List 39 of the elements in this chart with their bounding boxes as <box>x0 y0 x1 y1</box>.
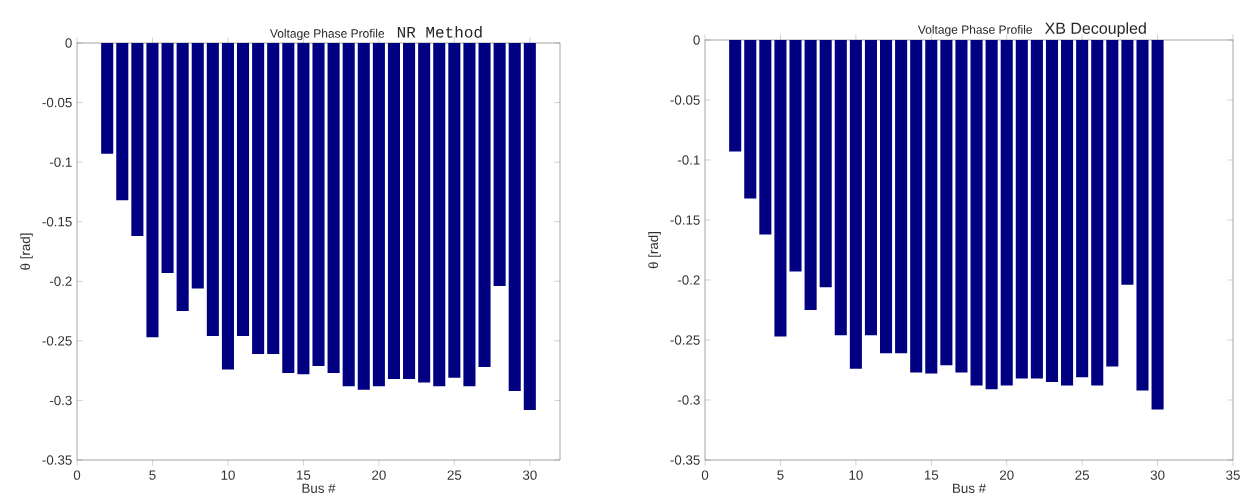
y-tick-label: -0.3 <box>49 395 72 406</box>
chart-subtitle: NR Method <box>397 25 482 38</box>
x-tick-label: 0 <box>701 470 709 480</box>
x-tick-label: 25 <box>1075 470 1090 480</box>
x-tick-label: 10 <box>849 470 863 480</box>
x-tick-label: 5 <box>149 470 156 480</box>
x-tick-label: 15 <box>297 470 311 480</box>
y-tick-label: -0.15 <box>670 215 700 225</box>
y-axis-title: θ [rad] <box>648 232 661 269</box>
chart-title: Voltage Phase Profile <box>917 25 1033 37</box>
x-tick-label: 20 <box>999 470 1014 480</box>
y-tick-label: -0.25 <box>670 335 700 345</box>
y-tick-label: 0 <box>65 38 72 48</box>
x-tick-label: 0 <box>73 470 81 480</box>
y-tick-label: -0.1 <box>677 155 700 165</box>
x-tick-label: 20 <box>372 470 386 480</box>
x-axis-title: Bus # <box>953 483 986 493</box>
chart-subtitle: XB Decoupled <box>1044 22 1146 38</box>
x-tick-label: 30 <box>1150 470 1165 480</box>
x-tick-label: 25 <box>447 470 462 480</box>
y-tick-label: -0.05 <box>42 97 72 108</box>
y-tick-label: -0.2 <box>49 276 72 286</box>
y-tick-label: -0.15 <box>42 217 72 227</box>
x-tick-label: 5 <box>777 470 784 480</box>
y-tick-label: -0.2 <box>677 275 700 285</box>
y-tick-label: -0.1 <box>49 157 72 167</box>
chart-title: Voltage Phase Profile <box>269 28 385 41</box>
x-tick-label: 35 <box>1226 470 1240 480</box>
y-tick-label: -0.3 <box>677 395 700 405</box>
x-tick-label: 15 <box>924 470 939 480</box>
y-tick-label: -0.05 <box>670 95 700 105</box>
x-axis-title: Bus # <box>302 483 336 493</box>
x-tick-label: 30 <box>522 470 537 480</box>
y-tick-label: -0.35 <box>42 455 72 465</box>
y-tick-label: 0 <box>693 35 700 45</box>
y-tick-label: -0.35 <box>670 455 700 465</box>
y-axis-title: θ [rad] <box>20 233 33 270</box>
x-tick-label: 10 <box>221 470 235 480</box>
y-tick-label: -0.25 <box>42 336 72 346</box>
